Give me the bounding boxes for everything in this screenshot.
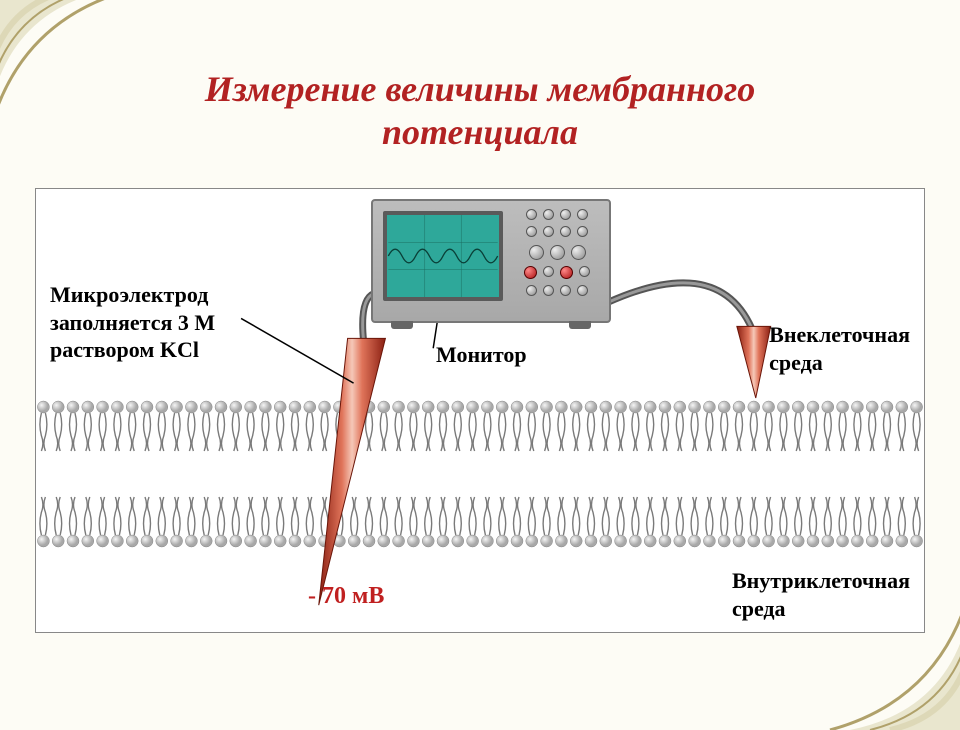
knob-icon <box>543 226 554 237</box>
diagram-frame: Микроэлектрод заполняется 3 М раствором … <box>35 188 925 633</box>
knob-icon <box>579 266 590 277</box>
dial-icon <box>529 245 544 260</box>
label-line: Микроэлектрод <box>50 282 208 307</box>
knob-icon <box>577 209 588 220</box>
knob-icon <box>560 226 571 237</box>
knob-icon <box>543 209 554 220</box>
label-monitor: Монитор <box>436 341 527 369</box>
slide-title: Измерение величины мембранного потенциал… <box>0 68 960 154</box>
oscilloscope-screen <box>383 211 503 301</box>
port-icon <box>526 285 537 296</box>
label-line: раствором KCl <box>50 337 199 362</box>
port-icon <box>577 285 588 296</box>
label-line: среда <box>732 596 786 621</box>
oscilloscope-foot <box>569 321 591 329</box>
knob-icon <box>526 226 537 237</box>
title-line-1: Измерение величины мембранного <box>205 69 756 109</box>
knob-icon <box>526 209 537 220</box>
title-line-2: потенциала <box>382 112 578 152</box>
button-red-icon <box>560 266 573 279</box>
knob-icon <box>543 266 554 277</box>
port-icon <box>543 285 554 296</box>
oscilloscope-controls <box>511 209 603 317</box>
label-microelectrode: Микроэлектрод заполняется 3 М раствором … <box>50 281 290 364</box>
label-extracellular: Внеклеточная среда <box>769 321 910 376</box>
label-line: заполняется 3 М <box>50 310 215 335</box>
button-red-icon <box>524 266 537 279</box>
dial-icon <box>571 245 586 260</box>
dial-icon <box>550 245 565 260</box>
oscilloscope-foot <box>391 321 413 329</box>
port-icon <box>560 285 571 296</box>
label-line: среда <box>769 350 823 375</box>
label-line: Внутриклеточная <box>732 568 910 593</box>
oscilloscope <box>371 199 611 323</box>
label-line: Внеклеточная <box>769 322 910 347</box>
knob-icon <box>560 209 571 220</box>
label-voltage: - 70 мВ <box>308 581 384 611</box>
knob-icon <box>577 226 588 237</box>
label-intracellular: Внутриклеточная среда <box>732 567 910 622</box>
